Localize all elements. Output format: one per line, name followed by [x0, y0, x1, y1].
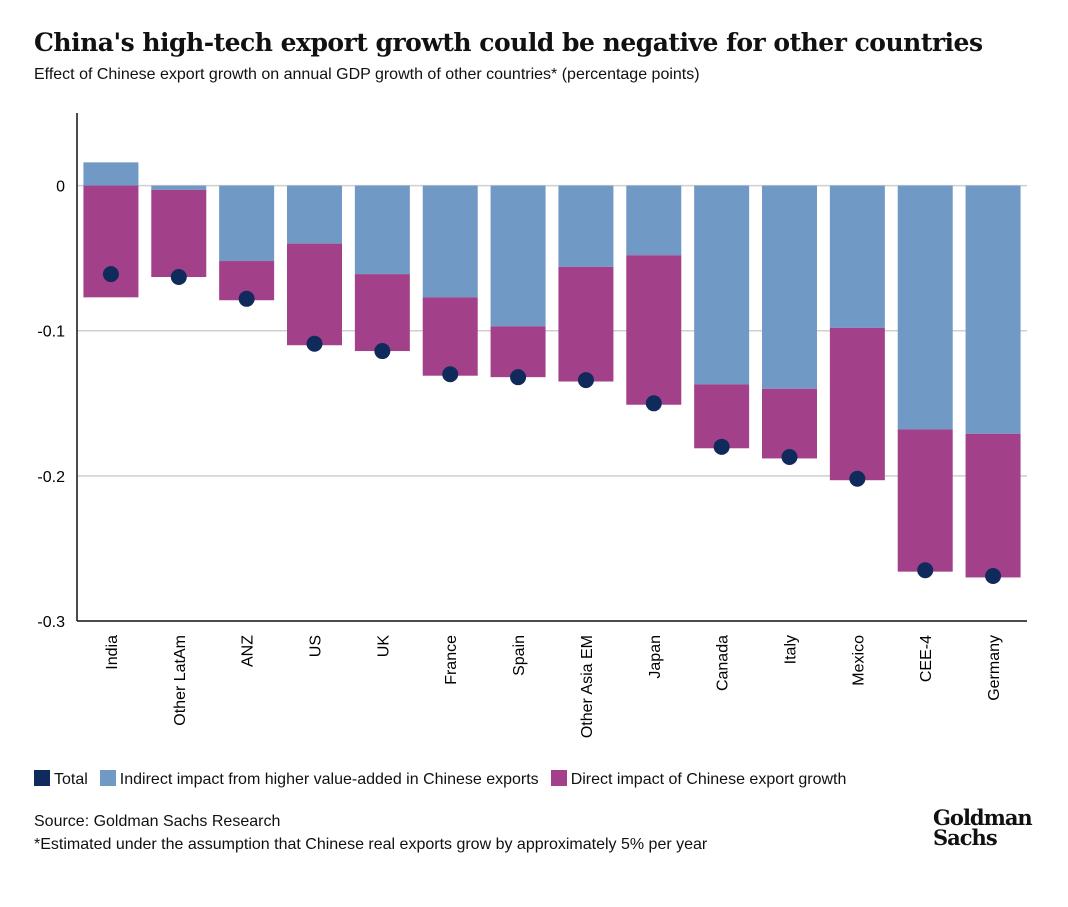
x-tick-label: Canada — [715, 635, 732, 691]
total-dot — [306, 335, 323, 352]
total-dot — [781, 448, 798, 465]
direct-bar — [354, 274, 410, 352]
total-dot — [170, 269, 187, 286]
legend-label: Indirect impact from higher value-added … — [119, 771, 539, 788]
total-dot — [713, 438, 730, 455]
indirect-bar — [287, 185, 342, 244]
x-tick-label: Other LatAm — [172, 635, 189, 726]
legend-swatch-direct — [550, 770, 567, 786]
legend-item-indirect: Indirect impact from higher value-added … — [99, 770, 539, 789]
indirect-bar — [694, 185, 750, 385]
direct-bar — [762, 388, 817, 459]
direct-bar — [558, 266, 614, 382]
x-tick-label: Italy — [783, 635, 800, 664]
indirect-bar — [762, 185, 817, 389]
y-tick-label: -0.3 — [37, 614, 65, 631]
x-tick-label: ANZ — [240, 635, 257, 667]
x-tick-label: UK — [375, 635, 392, 658]
direct-bar — [965, 433, 1021, 578]
direct-bar — [151, 189, 207, 278]
total-dot — [645, 395, 662, 412]
indirect-bar — [897, 185, 953, 430]
x-tick-label: France — [443, 635, 460, 685]
chart-title: China's high-tech export growth could be… — [34, 28, 983, 57]
total-dot — [917, 562, 934, 579]
total-dot — [374, 343, 391, 360]
direct-bar — [897, 429, 953, 572]
total-dot — [238, 290, 255, 307]
indirect-bar — [490, 185, 546, 327]
x-tick-label: Spain — [511, 635, 528, 676]
legend: Total Indirect impact from higher value-… — [34, 770, 850, 789]
direct-bar — [829, 327, 885, 481]
legend-label: Direct impact of Chinese export growth — [570, 771, 847, 788]
legend-item-direct: Direct impact of Chinese export growth — [550, 770, 847, 789]
indirect-bar — [83, 162, 139, 186]
direct-bar — [287, 243, 342, 346]
total-dot — [577, 372, 594, 389]
x-tick-label: Germany — [986, 635, 1003, 701]
x-tick-label: CEE-4 — [918, 635, 935, 682]
indirect-bar — [558, 185, 614, 267]
total-dot — [102, 266, 119, 283]
x-tick-label: Mexico — [850, 635, 867, 686]
legend-item-total: Total — [34, 770, 88, 789]
indirect-bar — [829, 185, 885, 328]
direct-bar — [490, 326, 546, 378]
legend-swatch-indirect — [99, 770, 116, 786]
chart: 0 -0.1 -0.2 -0.3 India Other LatAm ANZ US UK Fran… — [37, 113, 1027, 738]
total-dot — [442, 366, 459, 383]
x-tick-label: Other Asia EM — [579, 635, 596, 738]
source-note: Source: Goldman Sachs Research — [34, 813, 281, 830]
x-tick-label: India — [104, 635, 121, 670]
y-tick-label: 0 — [56, 179, 65, 196]
footnote: *Estimated under the assumption that Chi… — [34, 836, 708, 853]
direct-bar — [694, 384, 750, 449]
direct-bar — [626, 255, 682, 405]
total-dot — [849, 470, 866, 487]
chart-subtitle: Effect of Chinese export growth on annua… — [34, 66, 700, 83]
indirect-bar — [219, 185, 275, 262]
total-dot — [510, 369, 527, 386]
y-tick-label: -0.2 — [37, 469, 65, 486]
indirect-bar — [151, 185, 207, 190]
legend-swatch-total — [34, 770, 50, 786]
x-tick-label: Japan — [647, 635, 664, 679]
indirect-bar — [422, 185, 478, 298]
y-tick-label: -0.1 — [37, 324, 65, 341]
indirect-bar — [354, 185, 410, 275]
legend-label: Total — [54, 771, 88, 788]
goldman-sachs-logo: Goldman Sachs — [933, 805, 1033, 850]
direct-bar — [422, 297, 478, 376]
total-dot — [985, 568, 1002, 585]
indirect-bar — [965, 185, 1021, 434]
indirect-bar — [626, 185, 682, 256]
x-tick-label: US — [308, 635, 325, 657]
